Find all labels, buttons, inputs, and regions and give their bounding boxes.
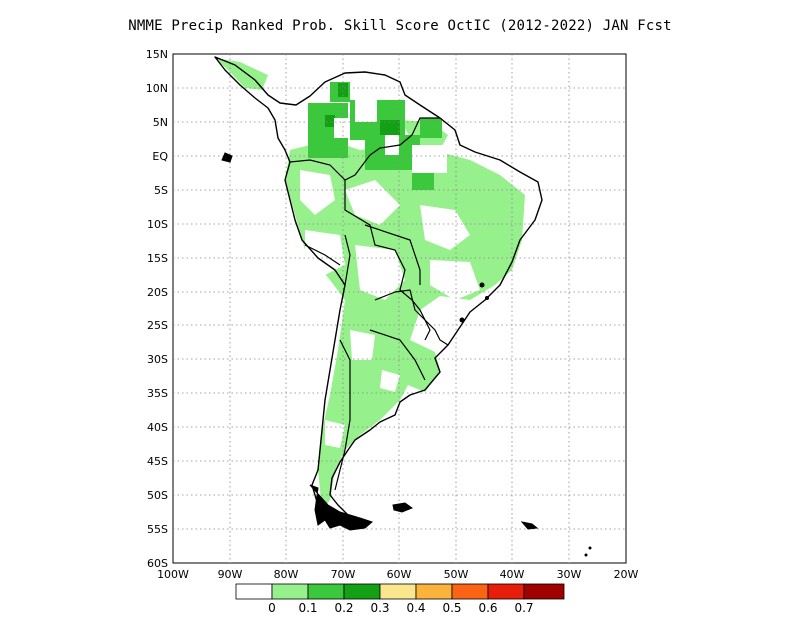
colorbar-swatch (271, 583, 309, 600)
colorbar-swatch (487, 583, 525, 600)
colorbar-label: 0.3 (370, 601, 389, 615)
colorbar-label: 0.2 (334, 601, 353, 615)
colorbar: 0 0.1 0.2 0.3 0.4 0.5 0.6 0.7 (235, 583, 565, 615)
lat-tick-label: EQ (152, 150, 168, 163)
colorbar-label: 0.1 (298, 601, 317, 615)
lat-tick-label: 45S (147, 455, 168, 468)
lat-tick-label: 5N (153, 116, 168, 129)
skill-shading-zero (300, 170, 480, 448)
lon-tick-label: 80W (274, 568, 299, 581)
lon-tick-label: 30W (557, 568, 582, 581)
lat-tick-label: 35S (147, 387, 168, 400)
lon-tick-label: 20W (614, 568, 639, 581)
lat-tick-label: 25S (147, 319, 168, 332)
colorbar-label: 0.7 (514, 601, 533, 615)
lat-axis: 15N 10N 5N EQ 5S 10S 15S 20S 25S 30S 35S… (146, 48, 169, 570)
country-borders (289, 117, 449, 491)
lat-tick-label: 15S (147, 252, 168, 265)
colorbar-label: 0.5 (442, 601, 461, 615)
colorbar-label: 0.6 (478, 601, 497, 615)
colorbar-swatch (379, 583, 417, 600)
lon-tick-label: 70W (331, 568, 356, 581)
lat-tick-label: 50S (147, 489, 168, 502)
map-title: NMME Precip Ranked Prob. Skill Score Oct… (128, 18, 672, 34)
skill-white-boxes (334, 90, 447, 173)
lat-tick-label: 10S (147, 218, 168, 231)
colorbar-label: 0 (268, 601, 276, 615)
lon-tick-label: 90W (218, 568, 243, 581)
colorbar-swatch (523, 583, 565, 600)
islands (221, 152, 592, 557)
lon-tick-label: 40W (500, 568, 525, 581)
lat-tick-label: 40S (147, 421, 168, 434)
lat-tick-label: 55S (147, 523, 168, 536)
colorbar-swatch (307, 583, 345, 600)
lat-tick-label: 5S (154, 184, 168, 197)
colorbar-swatch (415, 583, 453, 600)
lat-tick-label: 10N (146, 82, 168, 95)
lat-tick-label: 60S (147, 557, 168, 570)
lat-tick-label: 30S (147, 353, 168, 366)
lon-axis: 100W 90W 80W 70W 60W 50W 40W 30W 20W (157, 568, 638, 581)
lat-tick-label: 15N (146, 48, 168, 61)
lon-tick-label: 60W (387, 568, 412, 581)
lon-tick-label: 50W (444, 568, 469, 581)
lat-tick-label: 20S (147, 286, 168, 299)
coastline (214, 56, 543, 526)
colorbar-swatch (451, 583, 489, 600)
lon-tick-label: 100W (157, 568, 189, 581)
colorbar-swatch (235, 583, 273, 600)
colorbar-swatch (343, 583, 381, 600)
colorbar-label: 0.4 (406, 601, 425, 615)
